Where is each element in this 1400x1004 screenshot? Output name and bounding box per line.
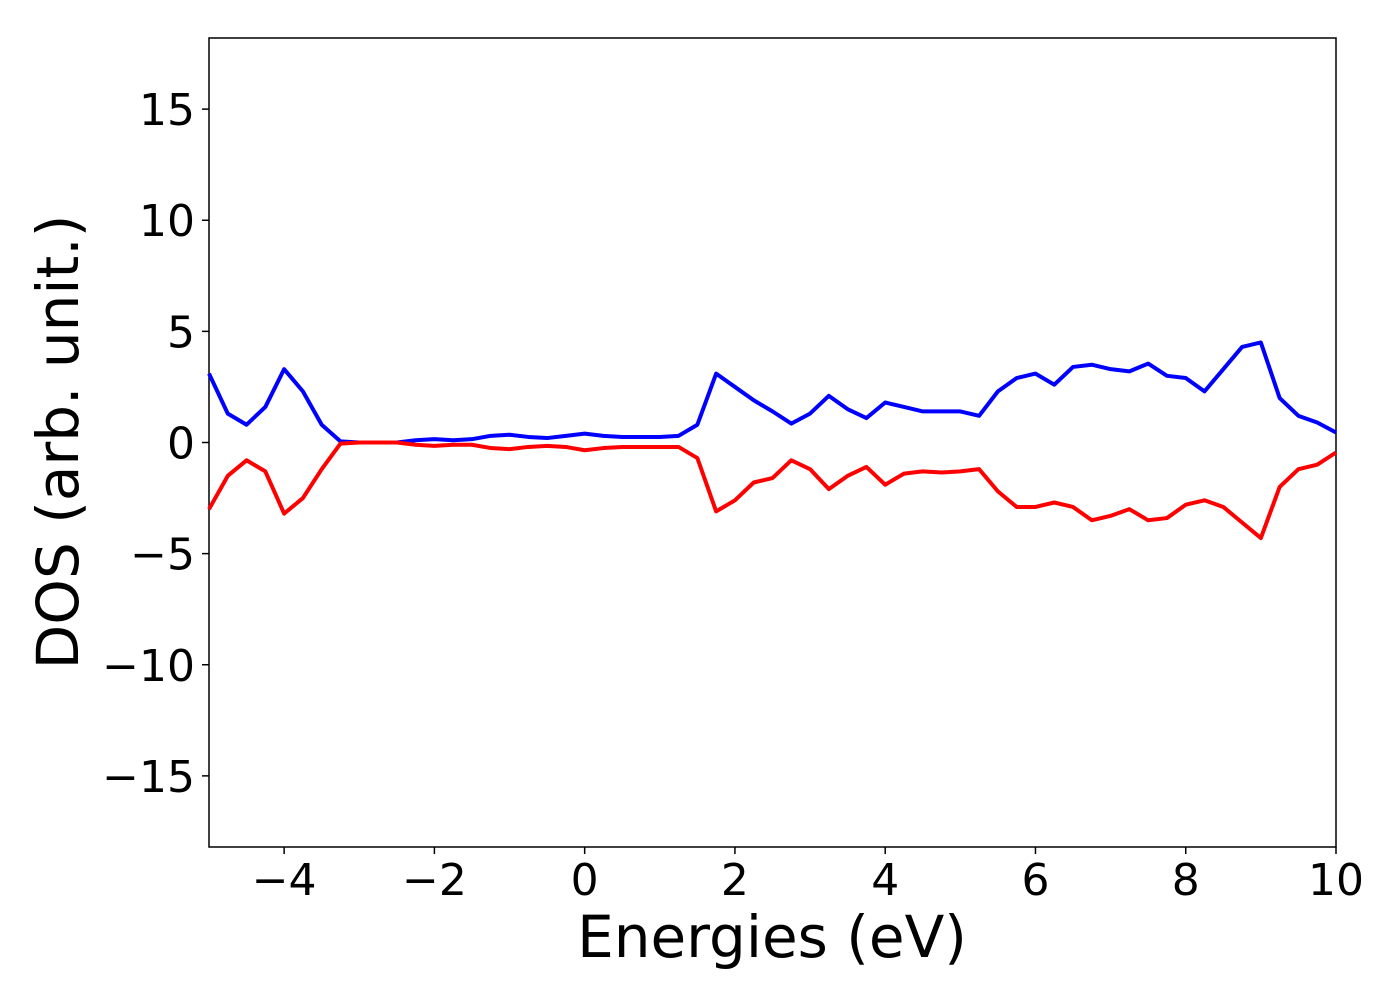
x-tick-label: 6 xyxy=(1021,855,1049,906)
y-tick-label: −15 xyxy=(102,752,195,803)
y-tick-label: 15 xyxy=(139,85,195,136)
x-tick-label: 8 xyxy=(1172,855,1200,906)
y-tick-label: −10 xyxy=(102,641,195,692)
dos-line xyxy=(207,340,1337,445)
x-tick-label: −4 xyxy=(252,855,317,906)
x-tick-label: 10 xyxy=(1308,855,1364,906)
x-tick-label: 0 xyxy=(571,855,599,906)
x-axis-label: Energies (eV) xyxy=(577,903,967,971)
x-tick-label: 2 xyxy=(721,855,749,906)
y-tick-label: 0 xyxy=(167,419,195,470)
y-tick-label: −5 xyxy=(130,530,195,581)
y-tick-label: 10 xyxy=(139,196,195,247)
y-axis-label: DOS (arb. unit.) xyxy=(24,215,92,670)
x-tick-label: 4 xyxy=(871,855,899,906)
x-tick-label: −2 xyxy=(402,855,467,906)
dos-line xyxy=(207,440,1338,541)
y-tick-label: 5 xyxy=(167,307,195,358)
